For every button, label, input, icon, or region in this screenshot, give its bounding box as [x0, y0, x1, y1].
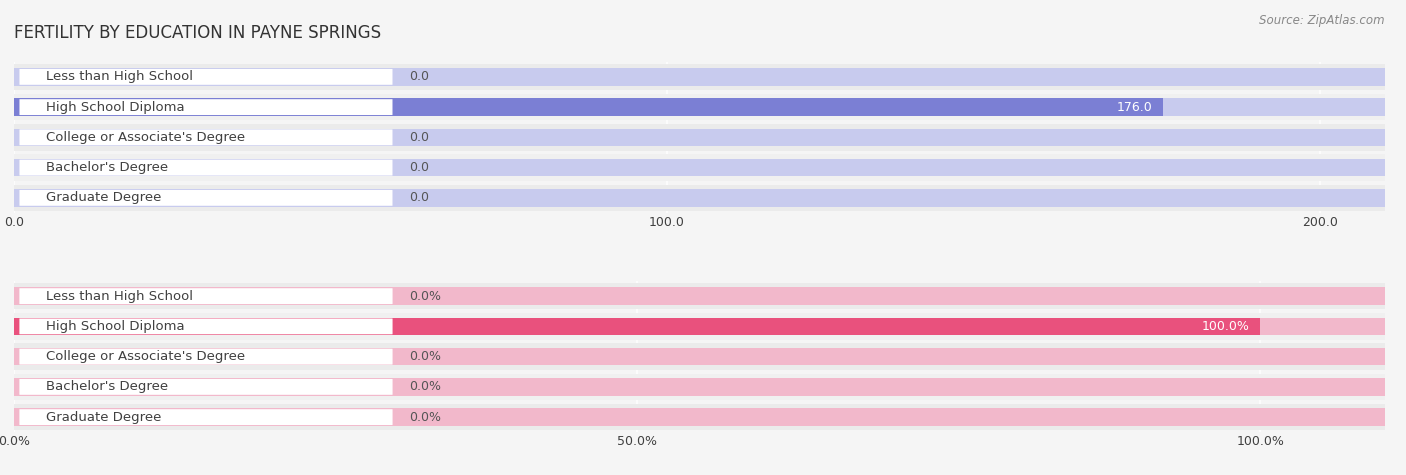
FancyBboxPatch shape [20, 190, 392, 206]
Text: FERTILITY BY EDUCATION IN PAYNE SPRINGS: FERTILITY BY EDUCATION IN PAYNE SPRINGS [14, 24, 381, 42]
Text: 0.0%: 0.0% [409, 290, 441, 303]
Text: College or Associate's Degree: College or Associate's Degree [45, 350, 245, 363]
Bar [14, 189, 1385, 207]
Bar [14, 408, 1385, 426]
FancyBboxPatch shape [20, 99, 392, 115]
Text: Graduate Degree: Graduate Degree [45, 191, 162, 204]
Bar [14, 64, 1385, 90]
Text: Bachelor's Degree: Bachelor's Degree [45, 161, 167, 174]
FancyBboxPatch shape [20, 318, 392, 334]
Bar [14, 129, 1385, 146]
Text: High School Diploma: High School Diploma [45, 101, 184, 114]
FancyBboxPatch shape [20, 409, 392, 425]
Bar [14, 124, 1385, 151]
Text: 0.0%: 0.0% [409, 410, 441, 424]
Text: 0.0: 0.0 [409, 70, 429, 84]
Bar [14, 318, 1385, 335]
FancyBboxPatch shape [20, 379, 392, 395]
Text: Less than High School: Less than High School [45, 70, 193, 84]
Text: High School Diploma: High School Diploma [45, 320, 184, 333]
Text: 0.0: 0.0 [409, 131, 429, 144]
FancyBboxPatch shape [20, 349, 392, 364]
Text: 176.0: 176.0 [1116, 101, 1152, 114]
Bar [14, 154, 1385, 181]
FancyBboxPatch shape [20, 160, 392, 176]
Text: Bachelor's Degree: Bachelor's Degree [45, 380, 167, 393]
Text: 0.0: 0.0 [409, 191, 429, 204]
Bar [14, 98, 1163, 116]
Text: Graduate Degree: Graduate Degree [45, 410, 162, 424]
Bar [14, 94, 1385, 121]
Bar [14, 373, 1385, 400]
Bar [14, 318, 1260, 335]
Bar [14, 68, 1385, 86]
Bar [14, 159, 1385, 176]
Bar [14, 343, 1385, 370]
Bar [14, 313, 1385, 340]
Text: 100.0%: 100.0% [1202, 320, 1250, 333]
FancyBboxPatch shape [20, 130, 392, 145]
Text: Less than High School: Less than High School [45, 290, 193, 303]
FancyBboxPatch shape [20, 288, 392, 304]
Text: 0.0%: 0.0% [409, 380, 441, 393]
Text: Source: ZipAtlas.com: Source: ZipAtlas.com [1260, 14, 1385, 27]
Bar [14, 287, 1385, 305]
Text: College or Associate's Degree: College or Associate's Degree [45, 131, 245, 144]
Bar [14, 185, 1385, 211]
Bar [14, 348, 1385, 365]
FancyBboxPatch shape [20, 69, 392, 85]
Bar [14, 378, 1385, 396]
Text: 0.0: 0.0 [409, 161, 429, 174]
Bar [14, 404, 1385, 430]
Bar [14, 98, 1385, 116]
Text: 0.0%: 0.0% [409, 350, 441, 363]
Bar [14, 283, 1385, 309]
